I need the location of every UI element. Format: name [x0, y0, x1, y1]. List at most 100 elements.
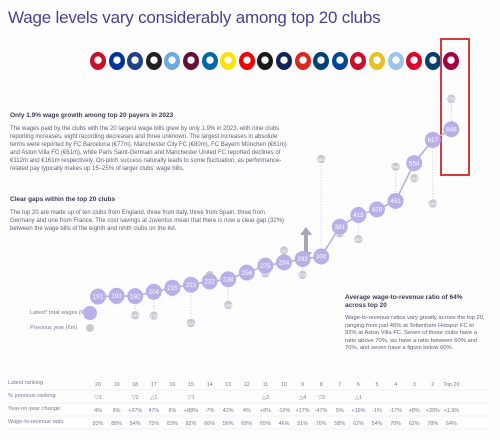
- club-logo-icon: [108, 52, 125, 70]
- ratio-cell: 65%: [260, 421, 271, 427]
- prev-ranking-cell: △1: [355, 395, 362, 401]
- callout-body: Wage-to-revenue ratios vary greatly acro…: [345, 315, 485, 351]
- yoy-cell: +37%: [128, 408, 142, 414]
- yoy-cell: 5%: [336, 408, 344, 414]
- section-growth-body: The wages paid by the clubs with the 20 …: [10, 126, 287, 172]
- club-logo-icon: [350, 52, 367, 70]
- latest-point: [108, 287, 125, 304]
- previous-point: [447, 94, 456, 103]
- latest-point: [238, 264, 255, 281]
- previous-value-label: 140: [131, 313, 139, 318]
- yoy-cell: +39%: [426, 408, 440, 414]
- ranking-cell: 13: [225, 382, 231, 388]
- legend-latest: Latest* total wages (€m): [30, 310, 91, 316]
- previous-point: [391, 162, 400, 171]
- yoy-cell: +17%: [296, 408, 310, 414]
- legend-previous-marker: [86, 324, 94, 332]
- club-logo-icon: [90, 52, 106, 70]
- yoy-cell: -17%: [389, 408, 402, 414]
- prev-ranking-cell: ▽1: [94, 395, 101, 401]
- latest-value-label: 192: [130, 293, 141, 300]
- ratio-cell: 56%: [223, 421, 234, 427]
- yoy-cell: 4%: [243, 408, 251, 414]
- latest-value-label: 232: [204, 279, 215, 286]
- previous-value-label: 250: [299, 273, 307, 278]
- ranking-cell: 4: [394, 382, 397, 388]
- club-logo-icon: [238, 52, 255, 70]
- latest-value-label: 193: [111, 293, 122, 300]
- previous-value-label: 168: [224, 303, 232, 308]
- latest-value-label: 554: [409, 160, 420, 167]
- ratio-cell: 66%: [204, 421, 215, 427]
- highlight-box: [440, 38, 470, 176]
- ranking-cell: 7: [338, 382, 341, 388]
- ratio-cell: 70%: [390, 421, 401, 427]
- latest-point: [183, 276, 199, 293]
- ratio-cell: 54%: [130, 421, 141, 427]
- club-logo-icon: [443, 52, 460, 70]
- ratio-cell: 62%: [409, 421, 420, 427]
- section-gaps-body: The top 20 are made up of ten clubs from…: [10, 210, 285, 232]
- club-logo-icon: [387, 52, 404, 70]
- ratio-cell: 62%: [353, 421, 364, 427]
- previous-point: [410, 173, 419, 183]
- club-logo-icon: [145, 52, 162, 70]
- section-gaps-heading: Clear gaps within the top 20 clubs: [10, 196, 116, 203]
- yoy-cell: 6%: [169, 408, 177, 414]
- latest-point: [220, 271, 237, 288]
- row-label-yoy: Year-on-year change: [8, 406, 61, 412]
- ranking-cell: 2: [431, 382, 434, 388]
- previous-value-label: 544: [392, 165, 400, 170]
- previous-value-label: 444: [429, 201, 437, 206]
- ranking-cell: 20: [95, 382, 101, 388]
- previous-value-label: 119: [187, 321, 195, 326]
- club-logo-icon: [294, 52, 311, 70]
- latest-point: [350, 206, 367, 223]
- latest-value-label: 284: [279, 260, 290, 267]
- row-label-prev-ranking: % previous ranking: [8, 393, 56, 399]
- section-gaps: Clear gaps within the top 20 clubs The t…: [10, 196, 285, 233]
- latest-value-label: 238: [223, 276, 234, 283]
- latest-point: [443, 121, 460, 138]
- ratio-cell: 69%: [241, 421, 252, 427]
- latest-point: [145, 283, 162, 300]
- latest-value-label: 428: [372, 207, 383, 214]
- club-logo-icon: [220, 52, 237, 70]
- yoy-cell: 42%: [223, 408, 234, 414]
- club-logo-icon: [331, 52, 348, 70]
- previous-value-label: 513: [410, 176, 418, 181]
- prev-ranking-cell: △3: [262, 395, 269, 401]
- section-growth-heading: Only 1.9% wage growth among top 20 payer…: [10, 112, 174, 119]
- yoy-cell: -47%: [315, 408, 328, 414]
- section-growth: Only 1.9% wage growth among top 20 payer…: [10, 112, 290, 173]
- latest-point: [387, 192, 404, 209]
- gap-arrow-icon: [300, 227, 312, 260]
- prev-ranking-cell: ▽2: [132, 395, 139, 401]
- yoy-cell: +8%: [409, 408, 420, 414]
- latest-value-label: 204: [149, 289, 160, 296]
- ratio-cell: 82%: [186, 421, 197, 427]
- page-title: Wage levels vary considerably among top …: [8, 8, 381, 27]
- ranking-cell: 5: [376, 382, 379, 388]
- club-logo-icon: [369, 52, 385, 70]
- latest-value-label: 275: [260, 263, 271, 270]
- previous-point: [224, 300, 233, 310]
- latest-point: [276, 254, 292, 271]
- club-logo-icon: [406, 52, 423, 70]
- yoy-cell: -7%: [205, 408, 215, 414]
- latest-point: [201, 273, 218, 290]
- yoy-cell: 6%: [113, 408, 121, 414]
- ratio-cell: 83%: [167, 421, 178, 427]
- ranking-cell: 8: [320, 382, 323, 388]
- row-label-ranking: Latest ranking: [8, 380, 44, 386]
- previous-point: [317, 154, 326, 164]
- previous-point: [354, 234, 363, 244]
- ratio-cell: 76%: [316, 421, 327, 427]
- previous-value-label: 316: [280, 248, 288, 253]
- ratio-cell: 78%: [427, 421, 438, 427]
- ranking-cell: 14: [207, 382, 213, 388]
- prev-ranking-cell: △1: [150, 395, 157, 401]
- previous-value-label: 139: [150, 313, 158, 318]
- latest-value-label: 293: [297, 256, 308, 263]
